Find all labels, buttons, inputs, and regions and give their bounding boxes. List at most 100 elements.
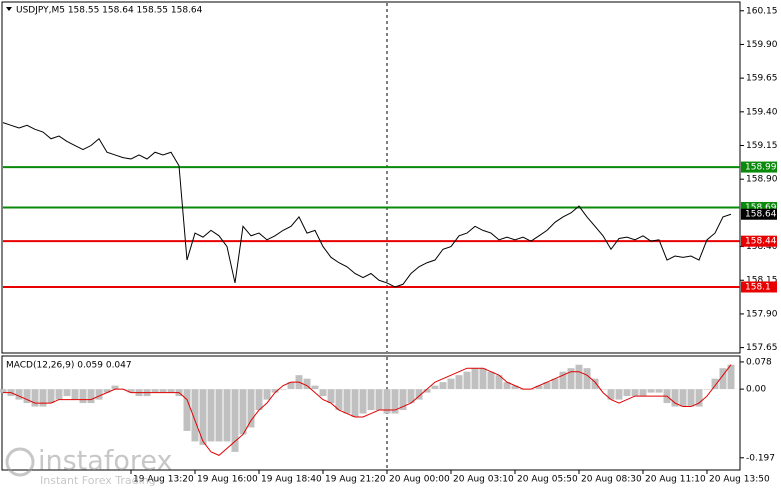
macd-bar xyxy=(687,389,695,407)
macd-bar xyxy=(703,389,711,390)
macd-bar xyxy=(463,371,471,390)
macd-bar xyxy=(559,371,567,390)
macd-bar xyxy=(63,389,71,397)
y-tick-label: 158.90 xyxy=(746,175,778,185)
macd-bar xyxy=(111,385,119,390)
macd-bar xyxy=(335,389,343,411)
x-tick-label: 19 Aug 18:40 xyxy=(261,475,322,485)
macd-bar xyxy=(671,389,679,407)
macd-bar xyxy=(287,382,295,390)
macd-bar xyxy=(455,375,463,390)
macd-bar xyxy=(543,382,551,390)
macd-bar xyxy=(127,389,135,393)
macd-bar xyxy=(247,389,255,428)
macd-bar xyxy=(591,378,599,390)
macd-bar xyxy=(207,389,215,442)
macd-bar xyxy=(351,389,359,418)
macd-bar xyxy=(0,389,7,393)
macd-bar xyxy=(39,389,47,407)
x-tick-label: 19 Aug 16:00 xyxy=(197,475,258,485)
x-tick-label: 20 Aug 11:10 xyxy=(645,475,706,485)
macd-bar xyxy=(343,389,351,414)
macd-bar xyxy=(263,389,271,400)
macd-bar xyxy=(15,389,23,400)
macd-bar xyxy=(647,389,655,393)
x-tick-label: 20 Aug 13:50 xyxy=(709,475,770,485)
macd-bar xyxy=(167,389,175,393)
macd-bar xyxy=(87,389,95,404)
last-price-label: 158.64 xyxy=(745,210,777,220)
level-label-box xyxy=(741,201,777,213)
level-label-box xyxy=(741,281,777,293)
macd-bar xyxy=(319,389,327,397)
level-label-box xyxy=(741,235,777,247)
macd-bar xyxy=(575,364,583,390)
macd-bar xyxy=(399,389,407,411)
x-tick-label: 20 Aug 08:30 xyxy=(581,475,642,485)
menu-arrow xyxy=(6,7,12,11)
macd-bar xyxy=(303,378,311,390)
macd-bar xyxy=(359,389,367,414)
macd-title: MACD(12,26,9) 0.059 0.047 xyxy=(6,361,132,371)
macd-bar xyxy=(727,364,735,390)
macd-bar xyxy=(631,389,639,397)
macd-bar xyxy=(615,389,623,400)
x-tick-label: 19 Aug 13:20 xyxy=(133,475,194,485)
x-tick-label: 20 Aug 05:50 xyxy=(517,475,578,485)
macd-bar xyxy=(583,368,591,390)
macd-bar xyxy=(71,389,79,400)
macd-bar xyxy=(447,378,455,390)
y-tick-label: 0.078 xyxy=(746,357,772,367)
macd-bar xyxy=(311,385,319,390)
macd-bar xyxy=(183,389,191,431)
macd-bar xyxy=(95,389,103,400)
macd-bar xyxy=(535,385,543,390)
last-price-box xyxy=(741,208,777,220)
macd-bar xyxy=(55,389,63,400)
macd-bar xyxy=(47,389,55,404)
macd-bar xyxy=(255,389,263,411)
level-label: 158.99 xyxy=(745,163,777,173)
watermark-brand: instaforex xyxy=(38,446,172,477)
price-frame xyxy=(1,1,741,354)
chart-title: USDJPY,M5 158.55 158.64 158.55 158.64 xyxy=(16,6,203,16)
macd-bar xyxy=(567,368,575,390)
macd-bar xyxy=(511,385,519,390)
y-tick-label: 157.65 xyxy=(746,343,778,353)
macd-bar xyxy=(695,389,703,407)
macd-bar xyxy=(407,389,415,404)
y-tick-label: 158.40 xyxy=(746,242,778,252)
y-tick-label: 158.15 xyxy=(746,276,778,286)
level-label: 158.1 xyxy=(745,282,771,292)
macd-bar xyxy=(31,389,39,407)
macd-bar xyxy=(679,389,687,407)
price-line xyxy=(2,122,732,288)
macd-bar xyxy=(423,389,431,393)
level-label-box xyxy=(741,161,777,173)
y-tick-label: 160.15 xyxy=(746,6,778,16)
macd-bar xyxy=(471,368,479,390)
macd-bar xyxy=(239,389,247,435)
macd-bar xyxy=(327,389,335,404)
macd-bar xyxy=(487,371,495,390)
macd-bar xyxy=(223,389,231,442)
y-tick-label: 159.90 xyxy=(746,40,778,50)
watermark: instaforex Instant Forex Trading xyxy=(5,446,172,487)
macd-bar xyxy=(551,378,559,390)
macd-bar xyxy=(391,389,399,414)
macd-bar xyxy=(503,382,511,390)
y-tick-label: 0.00 xyxy=(746,385,766,395)
level-label: 158.44 xyxy=(745,237,777,247)
x-tick-label: 20 Aug 00:00 xyxy=(389,475,450,485)
macd-bar xyxy=(479,368,487,390)
macd-bar xyxy=(439,382,447,390)
macd-frame xyxy=(1,355,741,471)
macd-bar xyxy=(375,389,383,411)
y-tick-label: 159.15 xyxy=(746,141,778,151)
macd-bar xyxy=(599,389,607,390)
macd-bar xyxy=(431,385,439,390)
macd-bar xyxy=(231,389,239,452)
macd-bar xyxy=(79,389,87,404)
macd-bar xyxy=(215,389,223,442)
